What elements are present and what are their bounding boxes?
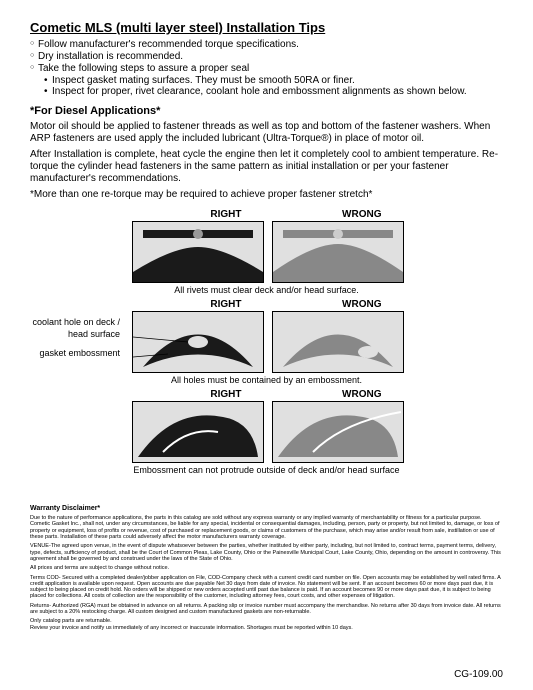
callout-coolant: coolant hole on deck / head surface [10,317,120,340]
diagram-row-2: coolant hole on deck / head surface gask… [30,299,503,373]
sub-list: Inspect gasket mating surfaces. They mus… [30,75,503,97]
caption-3: Embossment can not protrude outside of d… [30,465,503,475]
diagram-wrong-1: WRONG [272,209,402,283]
rivet-wrong-icon [273,222,403,282]
page-footer: CG-109.00 [454,669,503,680]
diagram-box [132,221,264,283]
diagram-box [272,221,404,283]
right-label: RIGHT [132,389,262,400]
diagram-box [272,311,404,373]
wrong-label: WRONG [272,389,402,400]
disclaimer-para: Terms COD- Secured with a completed deal… [30,575,503,600]
diagram-box [132,311,264,373]
top-bullet: Follow manufacturer's recommended torque… [30,39,503,50]
sub-bullet: Inspect for proper, rivet clearance, coo… [44,86,503,97]
caption-2: All holes must be contained by an emboss… [30,375,503,385]
diagram-wrong-3: WRONG [272,389,402,463]
diagram-row-1: RIGHT WRONG [30,209,503,283]
sub-bullet: Inspect gasket mating surfaces. They mus… [44,75,503,86]
callout-emboss: gasket embossment [10,348,120,360]
diagram-right-1: RIGHT [132,209,262,283]
diagram-right-2: RIGHT [132,299,262,373]
right-label: RIGHT [132,299,262,310]
wrong-label: WRONG [272,299,402,310]
diesel-para: Motor oil should be applied to fastener … [30,121,503,145]
page-title: Cometic MLS (multi layer steel) Installa… [30,20,503,35]
diagram-wrong-2: WRONG [272,299,402,373]
hole-wrong-icon [273,312,403,372]
top-bullet: Take the following steps to assure a pro… [30,63,503,74]
diagram-area: RIGHT WRONG [30,209,503,475]
wrong-label: WRONG [272,209,402,220]
disclaimer-para: Only catalog parts are returnable. Revie… [30,618,503,631]
rivet-right-icon [133,222,263,282]
page: Cometic MLS (multi layer steel) Installa… [0,0,533,690]
callout-labels: coolant hole on deck / head surface gask… [10,317,120,360]
caption-1: All rivets must clear deck and/or head s… [30,285,503,295]
disclaimer-para: All prices and terms are subject to chan… [30,565,503,571]
warranty-heading: Warranty Disclaimer* [30,505,503,512]
emboss-right-icon [133,402,263,462]
top-list: Follow manufacturer's recommended torque… [30,39,503,97]
right-label: RIGHT [132,209,262,220]
hole-right-icon [133,312,263,372]
diagram-box [272,401,404,463]
diagram-right-3: RIGHT [132,389,262,463]
diesel-para: *More than one re-torque may be required… [30,189,503,201]
disclaimer-para: Due to the nature of performance applica… [30,515,503,540]
disclaimer-para: Returns- Authorized (RGA) must be obtain… [30,603,503,616]
diesel-para: After Installation is complete, heat cyc… [30,149,503,185]
emboss-wrong-icon [273,402,403,462]
diagram-box [132,401,264,463]
diagram-row-3: RIGHT WRONG [30,389,503,463]
top-bullet: Dry installation is recommended. [30,51,503,62]
diesel-heading: *For Diesel Applications* [30,105,503,117]
disclaimer-para: VENUE-The agreed upon venue, in the even… [30,543,503,562]
